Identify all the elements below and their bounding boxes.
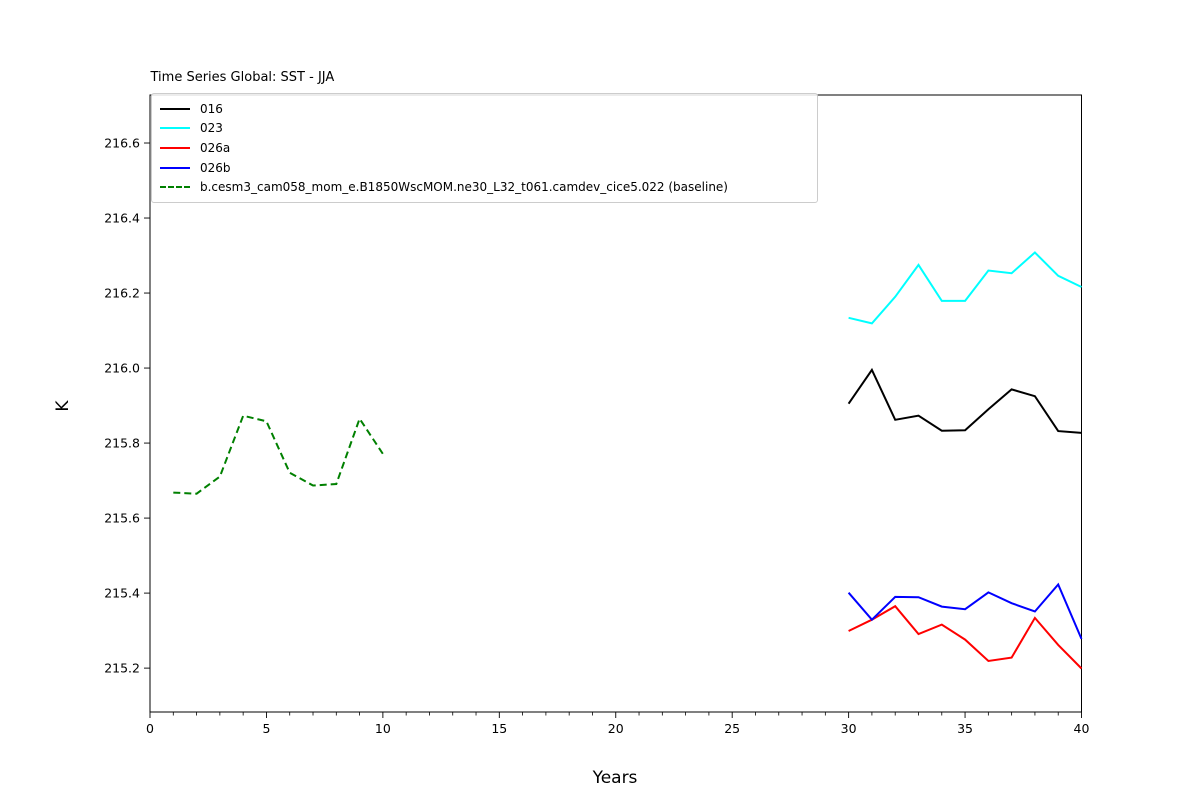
x-tick-label: 35 [957, 721, 973, 736]
x-axis-label: Years [592, 768, 638, 788]
y-axis-ticks: 215.2 215.4 215.6 215.8 216.0 216.2 216.4 216.6 [104, 135, 150, 675]
x-tick-label: 25 [724, 721, 740, 736]
y-axis-label: K [53, 400, 73, 412]
x-axis-major-ticks: 0 5 10 15 20 25 30 35 40 [146, 712, 1089, 736]
x-tick-label: 15 [491, 721, 507, 736]
x-tick-label: 10 [375, 721, 391, 736]
legend-line-sample [160, 146, 190, 149]
y-tick-label: 215.2 [104, 660, 140, 675]
legend-entry: 026b [160, 158, 809, 178]
axes: 0 5 10 15 20 25 30 35 40 215.2 215.4 215.6 215.8 216.… [104, 94, 1089, 736]
x-tick-label: 40 [1074, 721, 1090, 736]
x-tick-label: 0 [146, 721, 154, 736]
legend-entry: 026a [160, 138, 809, 158]
legend-label: b.cesm3_cam058_mom_e.B1850WscMOM.ne30_L3… [200, 180, 728, 195]
series-line-016 [847, 367, 1082, 434]
legend-entry: b.cesm3_cam058_mom_e.B1850WscMOM.ne30_L3… [160, 177, 809, 197]
legend-line-sample [160, 107, 190, 110]
x-axis-minor-ticks [172, 712, 1059, 716]
legend-label: 016 [200, 101, 223, 116]
chart-title: Time Series Global: SST - JJA [150, 70, 335, 85]
x-tick-label: 20 [608, 721, 624, 736]
series-line-b.cesm3_cam0 [173, 414, 384, 495]
legend-entry: 016 [160, 99, 809, 119]
series-line-026b [847, 582, 1083, 640]
legend-line-sample [160, 127, 190, 130]
y-tick-label: 215.8 [104, 435, 140, 450]
x-tick-label: 5 [262, 721, 270, 736]
legend: 016 023 026a 026b b.cesm3_cam058_mom_e.B1850… [151, 93, 818, 203]
legend-line-sample [160, 186, 190, 189]
x-tick-label: 30 [841, 721, 857, 736]
series-line-023 [848, 251, 1082, 325]
series-line-026a [848, 604, 1083, 670]
y-tick-label: 216.0 [104, 360, 140, 375]
y-tick-label: 215.6 [104, 510, 140, 525]
legend-line-sample [160, 166, 190, 169]
y-tick-label: 215.4 [104, 585, 140, 600]
legend-label: 026a [200, 140, 231, 155]
y-tick-label: 216.6 [104, 135, 140, 150]
y-tick-label: 216.2 [104, 285, 140, 300]
y-tick-label: 216.4 [104, 210, 140, 225]
legend-entry: 023 [160, 119, 809, 139]
legend-label: 026b [200, 160, 231, 175]
legend-label: 023 [200, 121, 223, 136]
data-series [173, 251, 1083, 670]
